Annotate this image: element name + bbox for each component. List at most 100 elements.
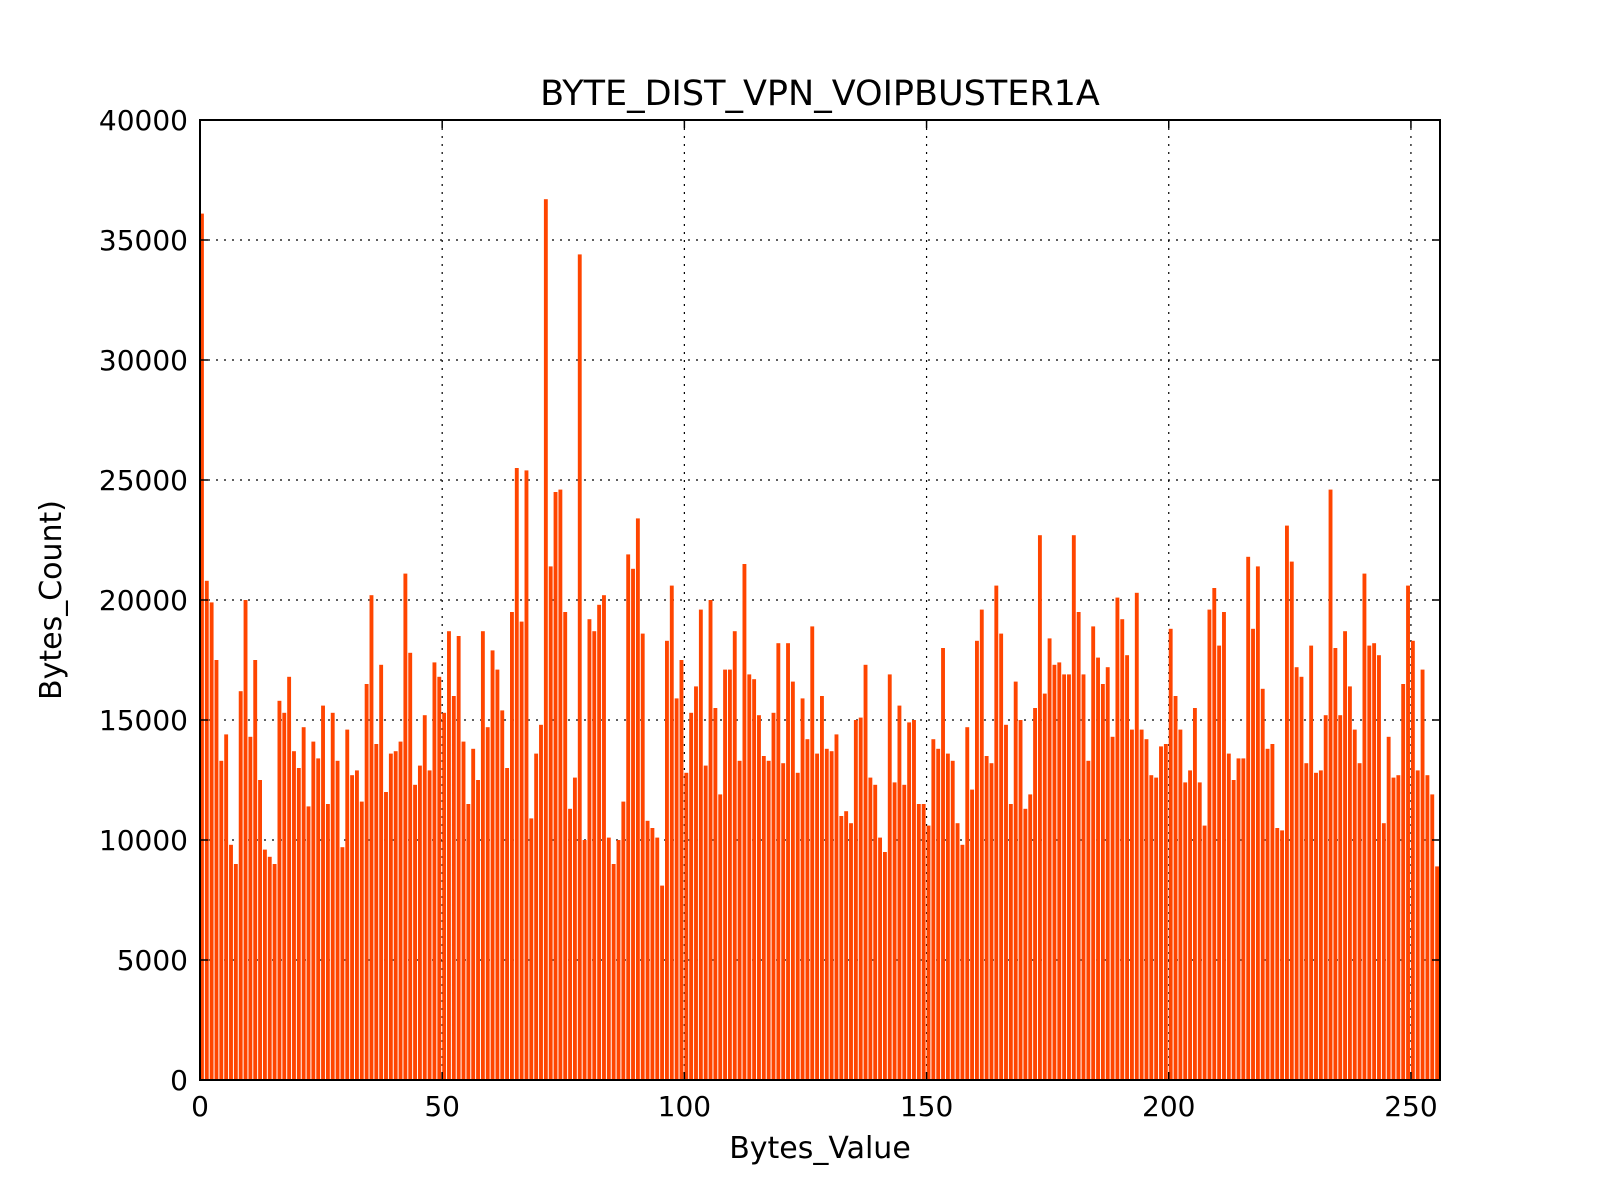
bar	[1115, 597, 1120, 1080]
bar	[781, 763, 786, 1080]
bar	[1067, 674, 1071, 1080]
bar	[267, 856, 272, 1080]
bar	[936, 748, 941, 1080]
bar	[1013, 681, 1018, 1080]
bar	[892, 782, 897, 1080]
bar	[485, 727, 490, 1080]
bar	[1149, 775, 1154, 1080]
bar	[403, 573, 408, 1080]
bar	[369, 595, 374, 1080]
bar	[364, 684, 369, 1080]
bar	[606, 837, 611, 1080]
bar	[1076, 612, 1081, 1080]
bar	[698, 609, 703, 1080]
bar	[994, 585, 999, 1080]
bar	[306, 806, 311, 1080]
bar	[829, 751, 834, 1080]
bar	[568, 808, 572, 1080]
bar	[437, 676, 442, 1080]
bar	[645, 820, 650, 1080]
bar	[1226, 753, 1231, 1080]
bar	[650, 828, 655, 1080]
bar	[1285, 525, 1289, 1080]
bar	[1357, 763, 1362, 1080]
bar	[1372, 643, 1377, 1080]
bar	[282, 712, 287, 1080]
bar	[786, 643, 790, 1080]
bar	[1352, 729, 1357, 1080]
bar	[1057, 662, 1062, 1080]
bar	[897, 705, 902, 1080]
bar	[1159, 746, 1163, 1080]
bar	[1154, 777, 1159, 1080]
bar	[761, 756, 766, 1080]
bar	[238, 691, 243, 1080]
bar	[824, 748, 829, 1080]
bar	[1188, 770, 1192, 1080]
x-tick-label: 250	[1384, 1090, 1437, 1123]
bar	[539, 724, 543, 1080]
bar	[1309, 645, 1314, 1080]
bar	[500, 710, 505, 1080]
bar	[1255, 566, 1260, 1080]
bar	[204, 580, 209, 1080]
bar	[747, 674, 752, 1080]
y-axis-label: Bytes_Count)	[34, 500, 69, 700]
bar	[703, 765, 708, 1080]
bar	[335, 760, 340, 1080]
bar	[456, 636, 461, 1080]
bar	[1004, 724, 1008, 1080]
bar	[602, 595, 606, 1080]
bar	[262, 849, 267, 1080]
bar	[514, 468, 519, 1080]
bar	[229, 844, 233, 1080]
bar	[1280, 830, 1285, 1080]
bar	[926, 825, 931, 1080]
bar	[543, 199, 548, 1080]
bar	[1018, 720, 1023, 1080]
bar	[355, 770, 359, 1080]
y-tick-label: 40000	[99, 104, 188, 137]
bar	[311, 741, 316, 1080]
bar	[907, 722, 912, 1080]
bar	[301, 727, 306, 1080]
bar	[1343, 631, 1347, 1080]
bar	[340, 847, 345, 1080]
bar	[466, 804, 471, 1080]
bar	[1314, 772, 1318, 1080]
bar	[1347, 686, 1352, 1080]
bar	[1100, 684, 1105, 1080]
bar	[1420, 669, 1425, 1080]
bar	[921, 804, 926, 1080]
bar	[1052, 664, 1057, 1080]
bar	[1134, 592, 1139, 1080]
bar	[694, 686, 698, 1080]
y-tick-label: 25000	[99, 464, 188, 497]
bar	[1289, 561, 1294, 1080]
bar	[1163, 744, 1168, 1080]
bar	[1130, 729, 1134, 1080]
bar	[330, 712, 335, 1080]
bar	[1207, 609, 1212, 1080]
bar	[1105, 667, 1110, 1080]
bar	[708, 600, 713, 1080]
bar	[1081, 674, 1086, 1080]
bar	[243, 600, 248, 1080]
bar	[853, 720, 858, 1080]
bar	[916, 804, 921, 1080]
bar	[1391, 777, 1396, 1080]
bar	[790, 681, 795, 1080]
bar	[655, 837, 660, 1080]
bar	[611, 864, 616, 1080]
bar	[1033, 708, 1037, 1080]
bar	[209, 602, 214, 1080]
bar	[1217, 645, 1222, 1080]
bar	[1323, 715, 1328, 1080]
bar	[737, 760, 742, 1080]
bar	[1299, 676, 1304, 1080]
bar	[398, 741, 403, 1080]
bar	[713, 708, 718, 1080]
bar	[1096, 657, 1100, 1080]
bar	[1144, 739, 1149, 1080]
